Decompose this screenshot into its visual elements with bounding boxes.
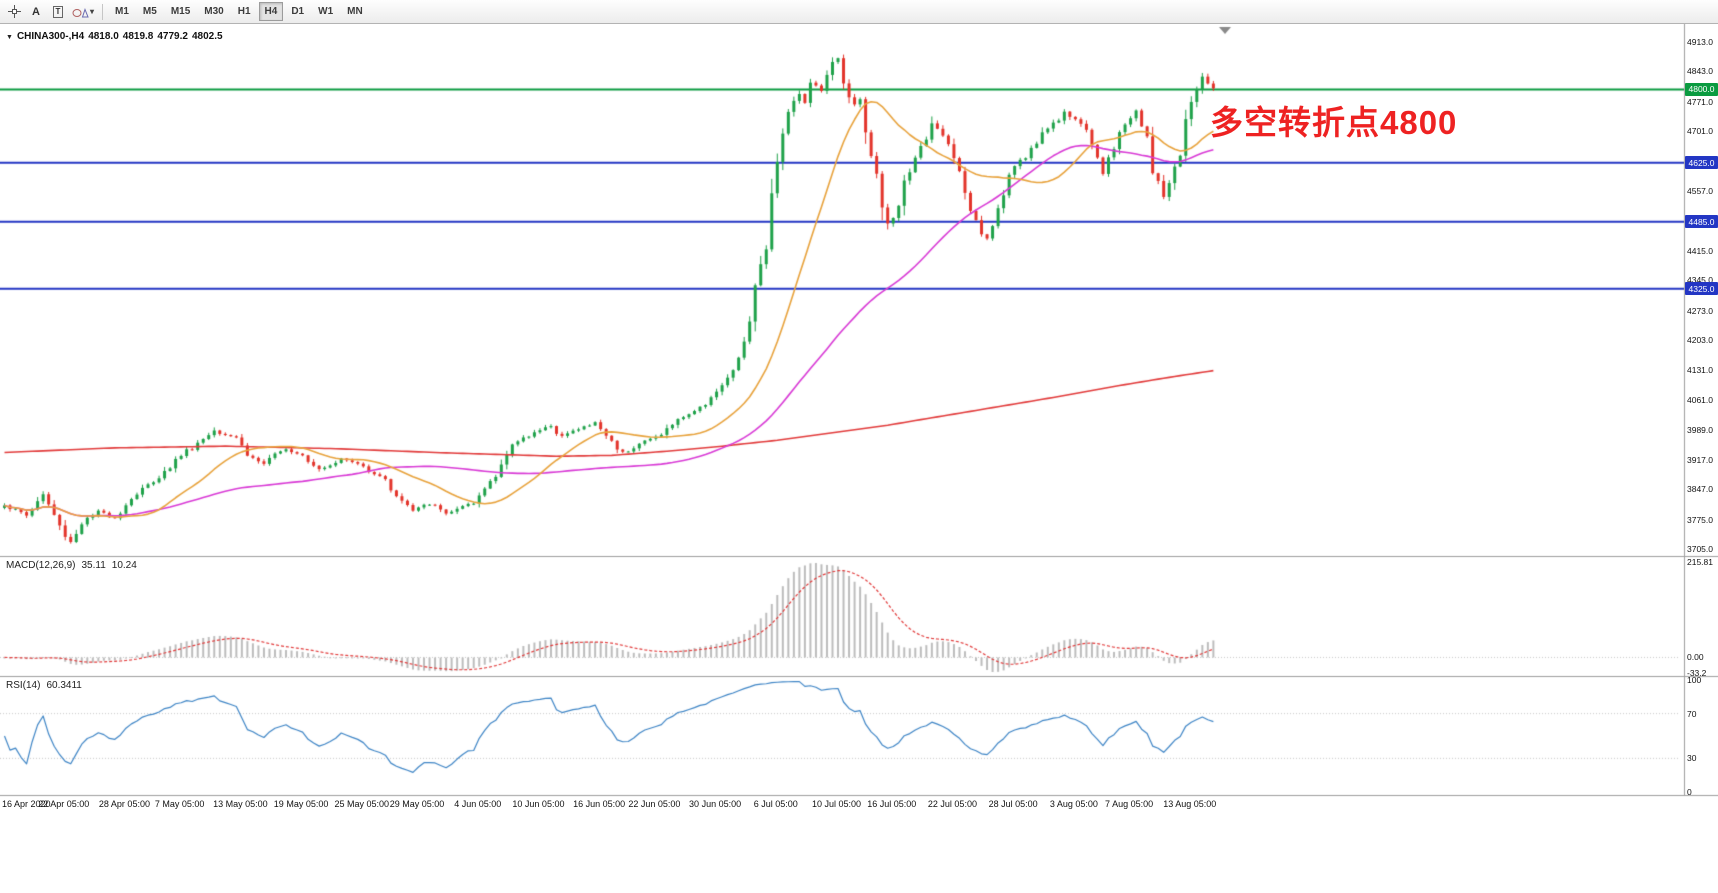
- timeframe-button-m15[interactable]: M15: [165, 2, 196, 21]
- chart-text-annotation[interactable]: 多空转折点4800: [1210, 104, 1458, 141]
- shapes-icon: [72, 8, 89, 18]
- price-level-badge: 4485.0: [1685, 215, 1718, 229]
- time-axis-label: 28 Apr 05:00: [98, 799, 150, 809]
- time-axis-label: 3 Aug 05:00: [1049, 799, 1098, 809]
- textbox-tool-button[interactable]: T: [47, 2, 69, 22]
- macd-tick-label: -33.2: [1687, 668, 1707, 678]
- timeframe-button-m30[interactable]: M30: [198, 2, 229, 21]
- price-tick-label: 3705.0: [1687, 544, 1713, 554]
- time-axis-label: 22 Jul 05:00: [927, 799, 977, 809]
- price-tick-label: 3917.0: [1687, 455, 1713, 466]
- price-tick-label: 3847.0: [1687, 484, 1713, 495]
- symbol-header: ▼ CHINA300-,H4 4818.0 4819.8 4779.2 4802.5: [6, 31, 227, 42]
- time-axis-label: 22 Jun 05:00: [628, 799, 681, 809]
- ohlc-high: 4819.8: [122, 31, 154, 42]
- macd-tick-label: 215.81: [1687, 557, 1713, 567]
- macd-main-value: 35.11: [81, 560, 106, 571]
- timeframe-button-d1[interactable]: D1: [285, 2, 310, 21]
- timeframe-button-m5[interactable]: M5: [137, 2, 163, 21]
- crosshair-icon: [7, 5, 21, 18]
- price-tick-label: 4843.0: [1687, 66, 1713, 77]
- time-axis-label: 13 Aug 05:00: [1163, 799, 1217, 809]
- timeframe-button-w1[interactable]: W1: [312, 2, 339, 21]
- price-tick-label: 4771.0: [1687, 96, 1713, 107]
- price-level-badge: 4325.0: [1685, 282, 1718, 296]
- time-axis-label: 4 Jun 05:00: [454, 799, 502, 809]
- price-tick-label: 4061.0: [1687, 394, 1713, 405]
- macd-tick-label: 0.00: [1687, 652, 1704, 663]
- timeframe-button-m1[interactable]: M1: [109, 2, 135, 21]
- price-tick-label: 4345.0: [1687, 275, 1713, 286]
- chart-window: ▼ CHINA300-,H4 4818.0 4819.8 4779.2 4802.5 多空…: [0, 24, 1718, 893]
- rsi-tick-label: 0: [1687, 787, 1692, 797]
- rsi-value: 60.3411: [46, 680, 82, 691]
- rsi-name: RSI(14): [6, 680, 41, 691]
- timeframe-button-h4[interactable]: H4: [258, 2, 284, 21]
- time-axis-label: 6 Jul 05:00: [753, 799, 798, 809]
- price-tick-label: 3989.0: [1687, 424, 1713, 435]
- text-tool-label: A: [32, 5, 40, 18]
- time-axis-label: 7 Aug 05:00: [1105, 799, 1154, 809]
- dropdown-caret-icon: ▾: [90, 7, 95, 16]
- price-tick-label: 4913.0: [1687, 37, 1713, 47]
- chart-canvas[interactable]: [0, 24, 1718, 893]
- time-axis-label: 29 May 05:00: [389, 799, 445, 809]
- time-axis-label: 19 May 05:00: [273, 799, 329, 809]
- ohlc-low: 4779.2: [157, 31, 188, 42]
- macd-signal-value: 10.24: [111, 560, 137, 571]
- time-axis-label: 10 Jun 05:00: [512, 799, 565, 809]
- price-tick-label: 4273.0: [1687, 305, 1713, 316]
- price-tick-label: 4203.0: [1687, 334, 1713, 345]
- time-axis-label: 16 Apr 2020: [2, 799, 51, 809]
- macd-indicator-header: MACD(12,26,9) 35.11 10.24: [6, 560, 143, 571]
- symbol-name: CHINA300-,H4: [16, 31, 85, 42]
- time-axis-label: 28 Jul 05:00: [988, 799, 1038, 809]
- timeframe-button-h1[interactable]: H1: [232, 2, 257, 21]
- rsi-tick-label: 100: [1687, 675, 1702, 685]
- chart-expander-icon[interactable]: ▼: [6, 34, 13, 41]
- price-level-badge: 4800.0: [1685, 82, 1718, 96]
- rsi-indicator-header: RSI(14) 60.3411: [6, 680, 88, 691]
- shapes-tool-button[interactable]: ▾: [69, 2, 97, 22]
- text-tool-button[interactable]: A: [25, 2, 47, 22]
- price-level-badge: 4625.0: [1685, 156, 1718, 170]
- rsi-tick-label: 30: [1687, 753, 1697, 764]
- ohlc-open: 4818.0: [88, 31, 119, 42]
- price-tick-label: 4701.0: [1687, 125, 1713, 136]
- time-axis-label: 13 May 05:00: [213, 799, 268, 809]
- price-tick-label: 4557.0: [1687, 186, 1713, 197]
- textbox-tool-label: T: [52, 5, 64, 18]
- cursor-tool-button[interactable]: [3, 2, 25, 22]
- price-tick-label: 3775.0: [1687, 514, 1713, 525]
- timeframe-button-mn[interactable]: MN: [341, 2, 369, 21]
- time-axis-label: 16 Jun 05:00: [573, 799, 626, 809]
- time-axis-label: 22 Apr 05:00: [38, 799, 90, 809]
- price-tick-label: 4415.0: [1687, 246, 1713, 256]
- time-axis-label: 16 Jul 05:00: [867, 799, 917, 809]
- macd-name: MACD(12,26,9): [6, 560, 76, 571]
- time-axis-label: 7 May 05:00: [154, 799, 205, 809]
- toolbar-separator: [102, 3, 104, 20]
- time-axis-label: 30 Jun 05:00: [689, 799, 742, 809]
- rsi-tick-label: 70: [1687, 708, 1697, 719]
- time-axis-label: 10 Jul 05:00: [811, 799, 862, 809]
- toolbar: A T ▾ M1 M5 M15 M30 H1 H4 D1 W1 MN: [0, 0, 1718, 24]
- price-tick-label: 4131.0: [1687, 365, 1713, 376]
- time-axis-label: 25 May 05:00: [334, 799, 390, 809]
- ohlc-close: 4802.5: [191, 31, 223, 42]
